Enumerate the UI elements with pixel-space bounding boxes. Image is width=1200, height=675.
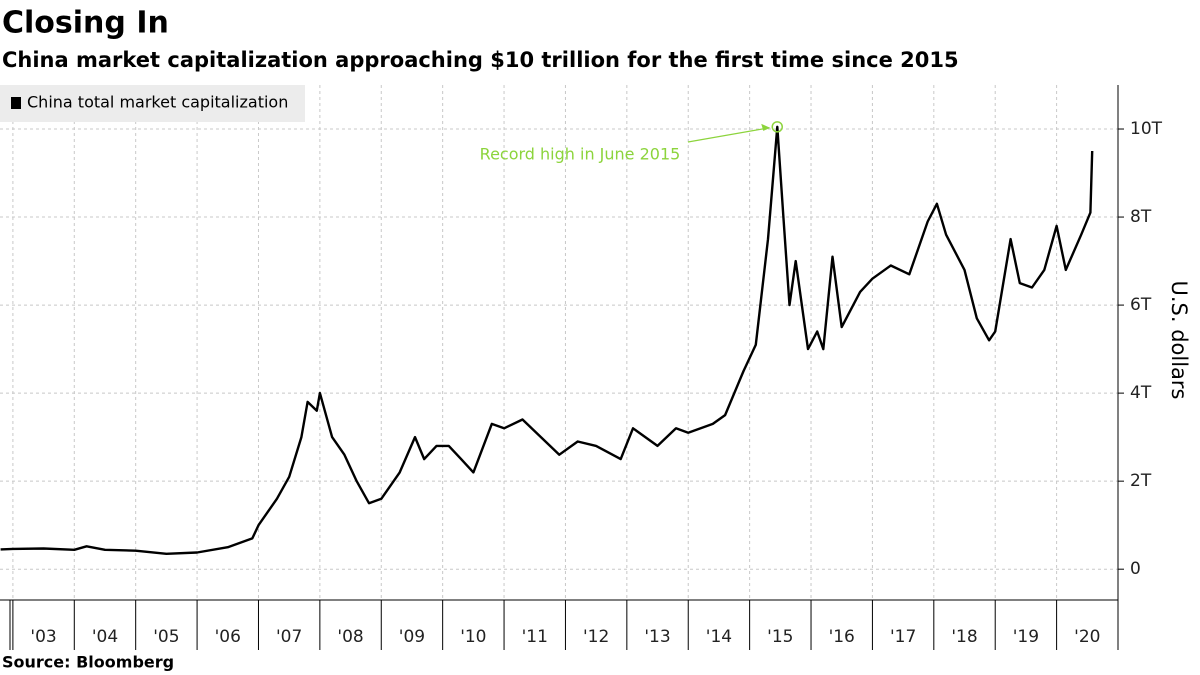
- x-tick-label: '08: [337, 627, 363, 647]
- y-tick-label: 6T: [1130, 295, 1152, 315]
- x-tick-label: '15: [767, 627, 793, 647]
- y-axis-label: U.S. dollars: [1167, 280, 1191, 399]
- x-tick-label: '09: [399, 627, 425, 647]
- x-tick-label: '13: [644, 627, 670, 647]
- x-tick-label: '19: [1013, 627, 1039, 647]
- legend-swatch: [11, 97, 21, 109]
- annotation-arrow: [687, 127, 770, 143]
- x-tick-label: '07: [276, 627, 302, 647]
- y-tick-label: 4T: [1130, 383, 1152, 403]
- x-tick-label: '20: [1074, 627, 1100, 647]
- annotation-arrowhead: [761, 123, 771, 131]
- x-tick-label: '16: [829, 627, 855, 647]
- x-tick-label: '10: [460, 627, 486, 647]
- x-tick-label: '04: [92, 627, 118, 647]
- source: Source: Bloomberg: [2, 653, 174, 672]
- chart-subtitle: China market capitalization approaching …: [2, 48, 959, 72]
- x-tick-label: '14: [706, 627, 732, 647]
- legend-box: [0, 85, 305, 122]
- y-tick-label: 8T: [1130, 207, 1152, 227]
- x-tick-label: '11: [522, 627, 548, 647]
- x-tick-label: '05: [153, 627, 179, 647]
- series-line: [0, 125, 1094, 555]
- x-tick-label: '18: [951, 627, 977, 647]
- x-tick-label: '17: [890, 627, 916, 647]
- y-tick-label: 0: [1130, 559, 1141, 579]
- y-tick-label: 2T: [1130, 471, 1152, 491]
- y-tick-label: 10T: [1130, 119, 1163, 139]
- annotation-label: Record high in June 2015: [480, 145, 681, 164]
- chart-title: Closing In: [2, 6, 169, 41]
- x-tick-label: '06: [215, 627, 241, 647]
- x-tick-label: '12: [583, 627, 609, 647]
- legend-label: China total market capitalization: [27, 93, 288, 112]
- annotation-marker: [771, 121, 784, 133]
- x-tick-label: '03: [30, 627, 56, 647]
